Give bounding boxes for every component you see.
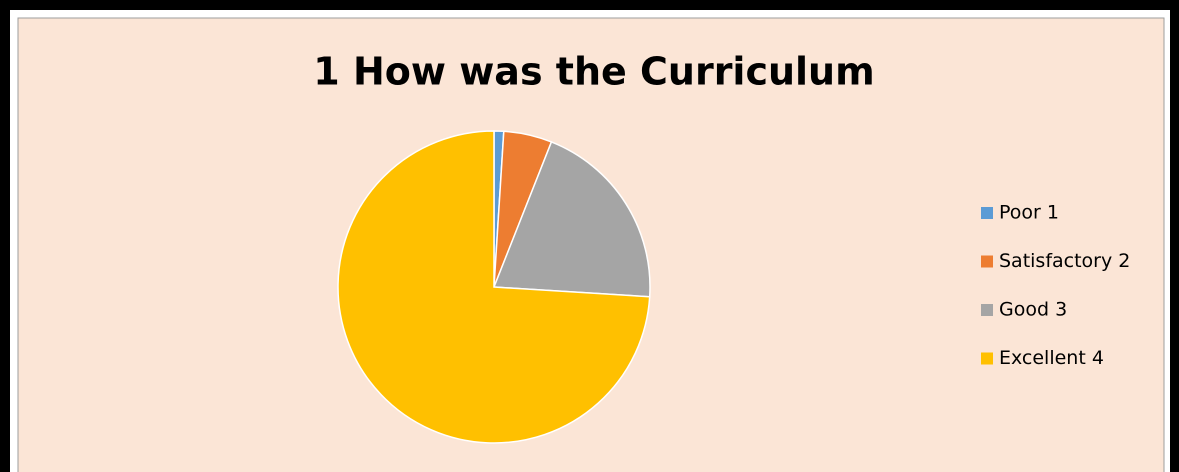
legend-label: Satisfactory 2	[999, 250, 1130, 272]
pie-slice	[337, 130, 651, 444]
legend-swatch	[981, 255, 993, 268]
legend-swatch	[981, 207, 993, 219]
chart-title: 1 How was the Curriculum	[313, 50, 874, 94]
pie-slice	[492, 140, 651, 298]
legend-swatch	[981, 304, 993, 316]
legend-label: Good 3	[999, 299, 1067, 321]
legend-swatch	[981, 352, 993, 365]
legend-label: Excellent 4	[999, 347, 1104, 369]
legend-label: Poor 1	[999, 202, 1059, 224]
